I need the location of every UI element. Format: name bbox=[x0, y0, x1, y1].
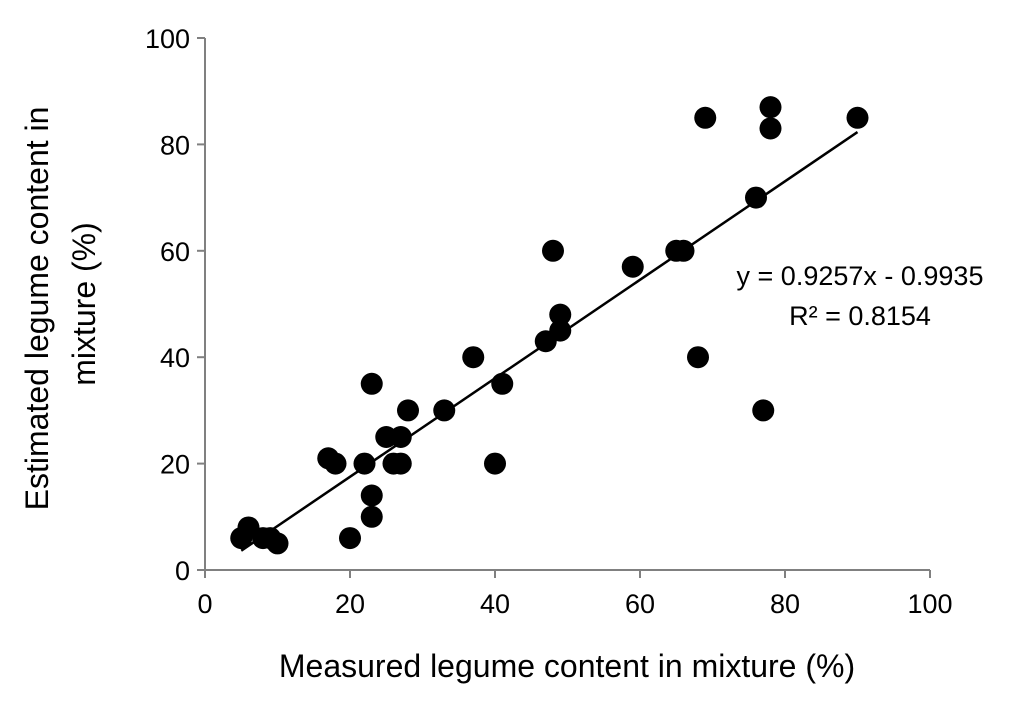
tick-labels: 0 20 40 60 80 100 0 20 40 60 80 100 bbox=[145, 24, 953, 619]
data-point bbox=[694, 106, 717, 129]
data-point bbox=[752, 399, 775, 422]
x-axis-title: Measured legume content in mixture (%) bbox=[279, 648, 855, 684]
y-tick-label: 60 bbox=[160, 237, 190, 267]
data-points bbox=[230, 96, 869, 555]
y-tick-label: 100 bbox=[145, 24, 190, 54]
data-point bbox=[542, 239, 564, 262]
data-point bbox=[621, 255, 644, 278]
x-tick-label: 60 bbox=[625, 589, 655, 619]
data-point bbox=[745, 186, 767, 209]
data-point bbox=[462, 346, 485, 369]
axes bbox=[204, 38, 930, 571]
data-point bbox=[672, 239, 695, 262]
x-tick-label: 40 bbox=[480, 589, 510, 619]
data-point bbox=[846, 106, 869, 129]
data-point bbox=[389, 452, 412, 475]
x-tick-label: 20 bbox=[335, 589, 365, 619]
data-point bbox=[360, 372, 383, 395]
x-tick-label: 0 bbox=[197, 589, 212, 619]
data-point bbox=[360, 505, 383, 528]
y-tick-label: 20 bbox=[160, 450, 190, 480]
trendline-r-squared: R² = 0.8154 bbox=[789, 301, 931, 331]
data-point bbox=[324, 452, 347, 475]
data-point bbox=[484, 452, 506, 475]
data-point bbox=[687, 346, 709, 369]
data-point bbox=[433, 399, 456, 422]
y-tick-label: 0 bbox=[175, 556, 190, 586]
data-point bbox=[353, 452, 376, 475]
data-point bbox=[397, 399, 419, 422]
y-tick-label: 40 bbox=[160, 343, 190, 373]
data-point bbox=[759, 96, 782, 119]
y-tick-label: 80 bbox=[160, 130, 190, 160]
y-axis-title-line-2: mixture (%) bbox=[66, 222, 102, 386]
x-tick-label: 80 bbox=[770, 589, 800, 619]
y-axis-title-line-1: Estimated legume content in bbox=[19, 107, 55, 511]
data-point bbox=[266, 532, 289, 555]
data-point bbox=[360, 484, 383, 507]
data-point bbox=[759, 117, 782, 140]
data-point bbox=[549, 303, 572, 326]
data-point bbox=[549, 319, 572, 342]
data-point bbox=[389, 426, 412, 448]
data-point bbox=[339, 527, 361, 550]
data-point bbox=[491, 372, 514, 395]
trendline-equation: y = 0.9257x - 0.9935 bbox=[737, 261, 984, 291]
axis-ticks bbox=[197, 37, 931, 578]
x-tick-label: 100 bbox=[907, 589, 952, 619]
y-axis-title: Estimated legume content in mixture (%) bbox=[19, 98, 102, 511]
